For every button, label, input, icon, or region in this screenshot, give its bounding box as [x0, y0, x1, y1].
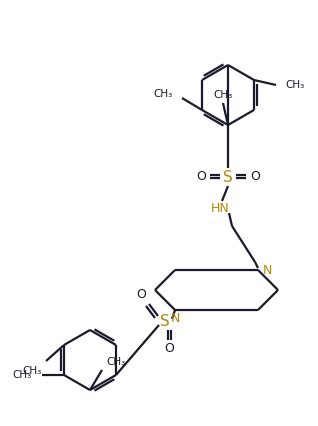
Text: N: N: [170, 313, 180, 325]
Text: CH₃: CH₃: [13, 370, 32, 380]
Text: CH₃: CH₃: [106, 357, 125, 367]
Text: S: S: [160, 314, 170, 329]
Text: O: O: [136, 288, 146, 302]
Text: CH₃: CH₃: [213, 90, 233, 100]
Text: HN: HN: [211, 201, 229, 215]
Text: S: S: [223, 170, 233, 185]
Text: CH₃: CH₃: [154, 89, 173, 99]
Text: CH₃: CH₃: [285, 80, 304, 90]
Text: O: O: [250, 170, 260, 184]
Text: N: N: [262, 264, 272, 276]
Text: O: O: [164, 343, 174, 356]
Text: O: O: [196, 170, 206, 184]
Text: CH₃: CH₃: [23, 366, 42, 376]
